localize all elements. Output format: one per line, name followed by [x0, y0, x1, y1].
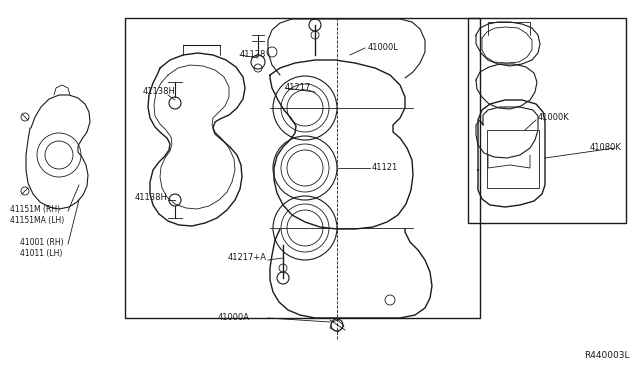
- Text: 41011 (LH): 41011 (LH): [20, 249, 62, 258]
- Text: 41217: 41217: [285, 83, 312, 92]
- Text: 41151MA (LH): 41151MA (LH): [10, 216, 64, 225]
- Text: 41000L: 41000L: [368, 43, 399, 52]
- Text: 41121: 41121: [372, 163, 398, 172]
- Text: 41217+A: 41217+A: [228, 253, 267, 262]
- Text: 41001 (RH): 41001 (RH): [20, 238, 63, 247]
- Text: 41138H: 41138H: [135, 193, 168, 202]
- Text: 41080K: 41080K: [590, 143, 622, 152]
- Text: R440003L: R440003L: [584, 351, 630, 360]
- Text: 41000A: 41000A: [218, 313, 250, 322]
- Text: 41151M (RH): 41151M (RH): [10, 205, 60, 214]
- Text: 41000K: 41000K: [538, 113, 570, 122]
- Bar: [487, 130, 539, 188]
- Text: 41128: 41128: [240, 50, 266, 59]
- Bar: [125, 18, 480, 318]
- Text: 41138H: 41138H: [143, 87, 176, 96]
- Bar: [468, 18, 626, 223]
